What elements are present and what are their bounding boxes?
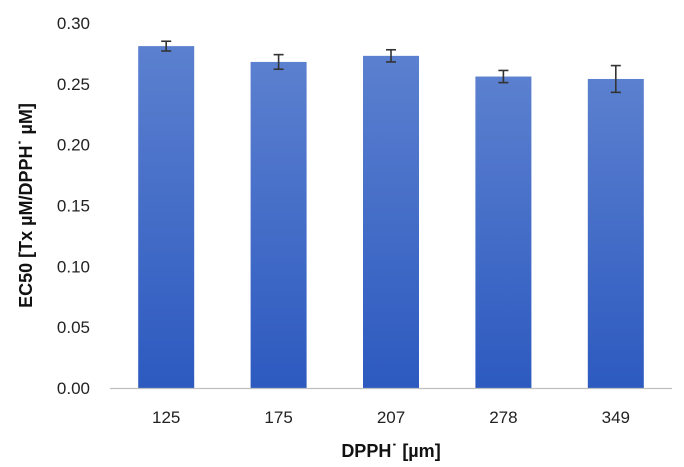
y-axis-ticks: 0.00 0.05 0.10 0.15 0.20 0.25 0.30 (57, 14, 90, 398)
x-tick-label: 207 (377, 408, 405, 427)
y-tick-label: 0.00 (57, 379, 90, 398)
y-tick-label: 0.25 (57, 75, 90, 94)
bar-278 (475, 76, 532, 389)
x-axis-ticks: 125 175 207 278 349 (152, 408, 630, 427)
error-bars (161, 40, 621, 94)
x-tick-label: 175 (264, 408, 292, 427)
bar-207 (363, 55, 419, 388)
y-tick-label: 0.30 (57, 14, 90, 33)
error-bar-349 (610, 64, 621, 94)
y-tick-label: 0.15 (57, 197, 90, 216)
y-tick-label: 0.20 (57, 136, 90, 155)
error-bar-207 (386, 48, 396, 63)
x-axis-title: DPPH˙ [µm] (341, 441, 440, 461)
error-bar-125 (161, 40, 172, 52)
bar-175 (250, 61, 307, 388)
bar-349 (587, 78, 644, 388)
y-axis-title: EC50 [Tx µM/DPPH˙ µM] (16, 103, 36, 308)
bar-125 (138, 46, 195, 388)
x-tick-label: 278 (489, 408, 517, 427)
error-bar-278 (498, 69, 509, 84)
error-bar-175 (273, 53, 284, 71)
y-tick-label: 0.05 (57, 318, 90, 337)
y-tick-label: 0.10 (57, 257, 90, 276)
x-tick-label: 349 (602, 408, 630, 427)
bars (138, 46, 644, 389)
x-tick-label: 125 (152, 408, 180, 427)
